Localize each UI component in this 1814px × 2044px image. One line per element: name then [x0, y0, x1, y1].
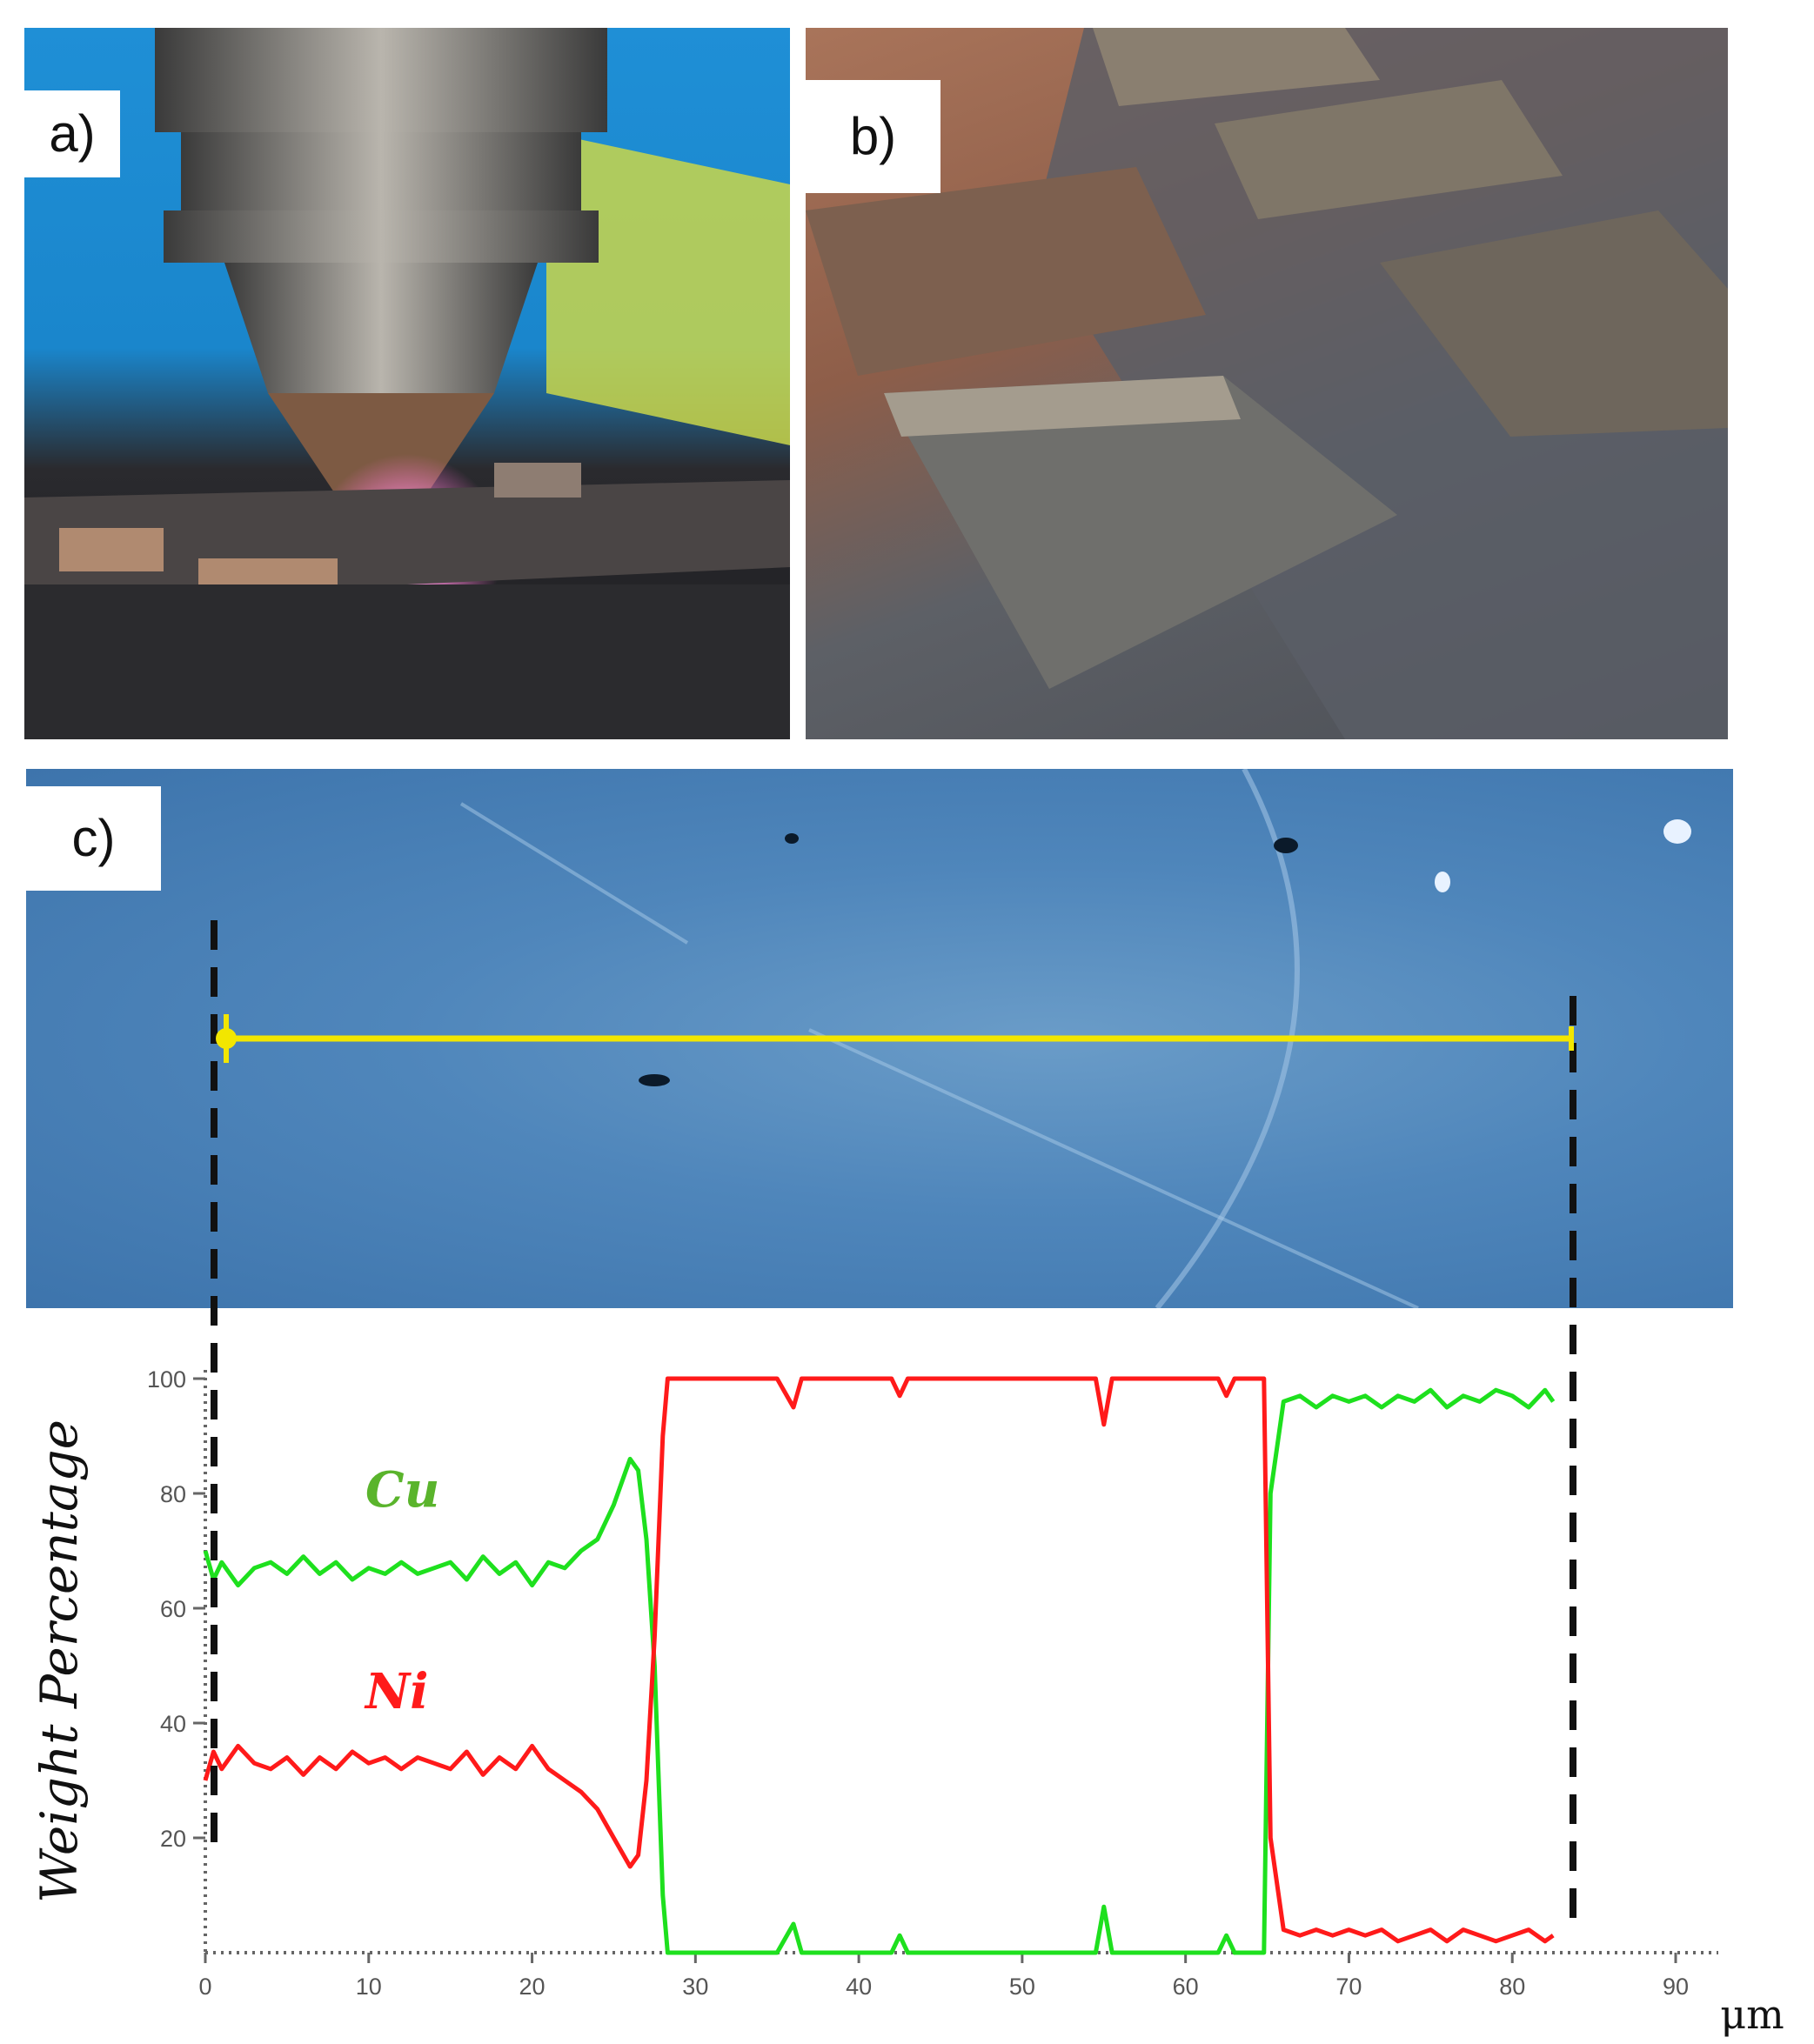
- deposited-pads-photo: [806, 28, 1728, 739]
- panel-c-label: c): [26, 786, 161, 891]
- y-axis-title: Weight Percentage: [30, 1419, 89, 1903]
- x-tick-label-80: 80: [1499, 1974, 1525, 2000]
- x-axis-unit: μm: [1720, 1991, 1784, 2038]
- x-tick-label-90: 90: [1663, 1974, 1689, 2000]
- series-line-ni: [203, 1376, 1555, 1944]
- series-lines: [203, 1376, 1556, 1955]
- scan-line: [216, 1014, 1574, 1063]
- cu-series-label: Cu: [365, 1461, 439, 1519]
- x-tick-label-0: 0: [198, 1974, 211, 2000]
- x-tick-label-10: 10: [356, 1974, 382, 2000]
- x-tick-label-30: 30: [682, 1974, 708, 2000]
- guide-lines: [211, 920, 1576, 1935]
- y-tick-label-100: 100: [147, 1366, 186, 1393]
- y-tick-label-80: 80: [160, 1481, 186, 1507]
- plot-area: [205, 1357, 1728, 1957]
- laser-deposition-photo: [24, 28, 790, 739]
- sem-micrograph: [459, 769, 1691, 1308]
- panel-a-label: a): [24, 90, 120, 177]
- panel-b-label: b): [806, 80, 940, 193]
- x-tick-label-70: 70: [1335, 1974, 1362, 2000]
- y-tick-label-60: 60: [160, 1596, 186, 1622]
- axes: [193, 1370, 1718, 1963]
- panel-b-photo: b): [806, 28, 1728, 739]
- y-tick-label-20: 20: [160, 1826, 186, 1852]
- x-tick-label-50: 50: [1009, 1974, 1035, 2000]
- y-tick-label-40: 40: [160, 1711, 186, 1737]
- series-line-cu: [203, 1387, 1556, 1955]
- x-tick-label-60: 60: [1173, 1974, 1199, 2000]
- tick-labels: 0 10 20 30 40 50 60 70 80 90 20 40 60 80 100: [147, 1366, 1689, 2000]
- x-tick-label-20: 20: [519, 1974, 546, 2000]
- ni-series-label: Ni: [364, 1663, 428, 1720]
- panel-a-photo: a): [24, 28, 790, 739]
- x-tick-label-40: 40: [846, 1974, 872, 2000]
